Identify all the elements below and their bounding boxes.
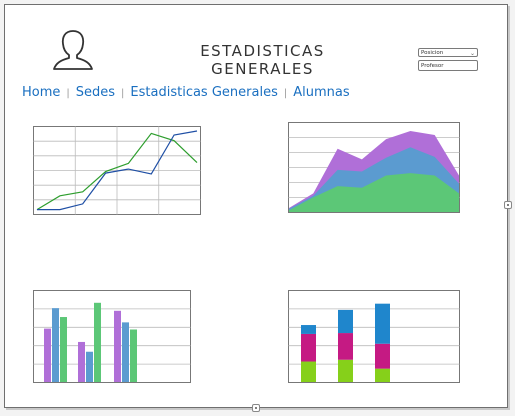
bar-2-2 xyxy=(86,351,93,382)
chevron-down-icon: ⌄ xyxy=(469,50,475,57)
stacked-bar-3-1 xyxy=(375,368,390,382)
bar-1-1 xyxy=(44,328,51,382)
bar-2-3 xyxy=(94,302,101,382)
nav-separator: | xyxy=(283,88,288,99)
nav-alumnas[interactable]: Alumnas xyxy=(293,85,350,100)
stacked-bar-1-1 xyxy=(301,361,316,382)
series-line-1 xyxy=(36,132,198,211)
nav-sedes[interactable]: Sedes xyxy=(75,85,116,100)
stacked-bar-2-1 xyxy=(338,359,353,382)
resize-handle-right[interactable] xyxy=(504,201,512,209)
chart-frame xyxy=(33,290,191,383)
nav-estadisticas-generales[interactable]: Estadisticas Generales xyxy=(130,85,278,100)
stacked-bar-2-3 xyxy=(338,309,353,334)
breadcrumb-nav: Home | Sedes | Estadisticas Generales | Alumna… xyxy=(22,85,350,100)
bar-3-1 xyxy=(114,310,121,382)
series-line-2 xyxy=(37,130,198,211)
series-area-1 xyxy=(289,173,459,212)
stacked-bar-1-3 xyxy=(301,325,316,334)
stacked-bar-2-2 xyxy=(338,333,353,360)
stacked-bar-chart xyxy=(288,290,460,383)
line-chart xyxy=(33,126,201,215)
profesor-input[interactable]: Profesor xyxy=(418,60,478,71)
user-silhouette-icon xyxy=(53,30,93,70)
bar-1-2 xyxy=(52,308,59,382)
nav-home[interactable]: Home xyxy=(22,85,61,100)
stacked-bar-3-3 xyxy=(375,303,390,344)
resize-handle-bottom[interactable] xyxy=(252,404,260,412)
stacked-bar-1-2 xyxy=(301,333,316,362)
chart-frame xyxy=(288,290,460,383)
bar-chart xyxy=(33,290,191,383)
bar-1-3 xyxy=(60,317,67,382)
stacked-bar-3-2 xyxy=(375,343,390,369)
mockup-frame: ESTADISTICAS GENERALES Posicion ⌄ Profes… xyxy=(4,4,508,408)
bar-3-2 xyxy=(122,322,129,382)
bar-3-3 xyxy=(130,329,137,382)
nav-separator: | xyxy=(121,88,125,99)
page-title: ESTADISTICAS GENERALES xyxy=(200,42,325,78)
area-chart xyxy=(288,122,460,213)
position-select[interactable]: Posicion ⌄ xyxy=(418,48,478,57)
bar-2-1 xyxy=(78,341,85,382)
position-select-value: Posicion xyxy=(421,50,444,56)
nav-separator: | xyxy=(66,88,70,99)
